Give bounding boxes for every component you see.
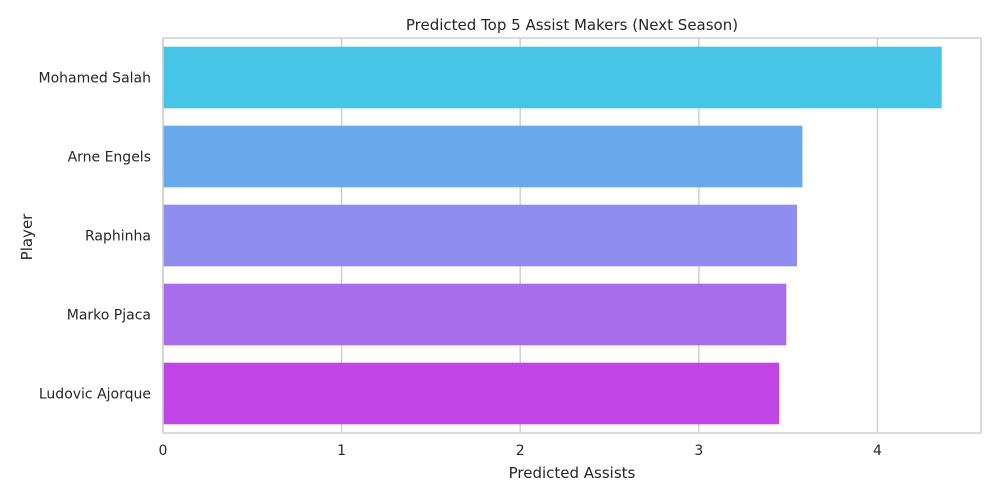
y-tick-label: Mohamed Salah [39,71,152,87]
bars [163,46,942,425]
bar [163,125,803,188]
y-tick-label: Raphinha [85,229,151,245]
plot-frame [162,37,982,434]
y-axis-label: Player [18,213,36,261]
bar [163,362,780,425]
bar [163,283,787,346]
x-tick-label: 3 [694,443,703,459]
bar [163,204,798,267]
bar [163,46,942,109]
x-axis-label: Predicted Assists [509,464,636,482]
chart-title: Predicted Top 5 Assist Makers (Next Seas… [406,16,738,34]
x-tick-label: 4 [873,443,882,459]
x-tick-label: 2 [516,443,525,459]
y-tick-label: Arne Engels [68,150,151,166]
y-tick-label: Ludovic Ajorque [39,387,151,403]
axis-ticks: 0 1 2 3 4 Mohamed Salah Arne Engels Raphinha Mar… [39,71,882,460]
y-tick-label: Marko Pjaca [67,308,151,324]
x-tick-label: 0 [159,443,168,459]
x-tick-label: 1 [337,443,346,459]
